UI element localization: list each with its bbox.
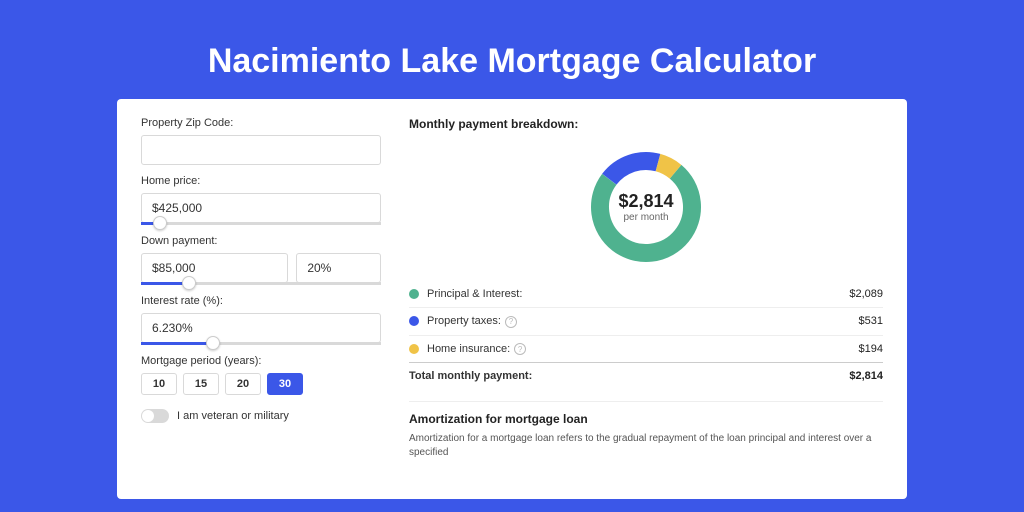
amort-title: Amortization for mortgage loan <box>409 412 883 426</box>
legend-dot-taxes <box>409 316 419 326</box>
home-price-slider[interactable] <box>141 222 381 225</box>
amort-text: Amortization for a mortgage loan refers … <box>409 432 883 460</box>
breakdown-row-taxes: Property taxes:?$531 <box>409 307 883 335</box>
total-row: Total monthly payment: $2,814 <box>409 362 883 389</box>
zip-label: Property Zip Code: <box>141 117 381 129</box>
breakdown-value-principal: $2,089 <box>849 288 883 300</box>
breakdown-label-insurance: Home insurance:? <box>427 343 859 356</box>
period-options: 10 15 20 30 <box>141 373 381 395</box>
down-payment-label: Down payment: <box>141 235 381 247</box>
rate-input[interactable] <box>141 313 381 343</box>
info-icon[interactable]: ? <box>514 343 526 355</box>
period-label: Mortgage period (years): <box>141 355 381 367</box>
amortization-section: Amortization for mortgage loan Amortizat… <box>409 401 883 460</box>
donut-center-value: $2,814 <box>618 191 673 212</box>
down-payment-slider[interactable] <box>141 282 381 285</box>
calculator-card: Property Zip Code: Home price: Down paym… <box>117 99 907 499</box>
home-price-label: Home price: <box>141 175 381 187</box>
veteran-toggle[interactable] <box>141 409 169 423</box>
breakdown-row-insurance: Home insurance:?$194 <box>409 335 883 363</box>
period-btn-15[interactable]: 15 <box>183 373 219 395</box>
breakdown-title: Monthly payment breakdown: <box>409 117 883 131</box>
home-price-input[interactable] <box>141 193 381 223</box>
donut-center-sub: per month <box>623 212 668 223</box>
down-payment-pct-input[interactable] <box>296 253 381 283</box>
rate-label: Interest rate (%): <box>141 295 381 307</box>
period-btn-20[interactable]: 20 <box>225 373 261 395</box>
period-btn-10[interactable]: 10 <box>141 373 177 395</box>
payment-donut-chart: $2,814 per month <box>586 147 706 267</box>
legend-dot-insurance <box>409 344 419 354</box>
page-title: Nacimiento Lake Mortgage Calculator <box>0 0 1024 99</box>
breakdown-row-principal: Principal & Interest:$2,089 <box>409 281 883 307</box>
down-payment-input[interactable] <box>141 253 288 283</box>
legend-dot-principal <box>409 289 419 299</box>
breakdown-value-insurance: $194 <box>859 343 883 355</box>
zip-input[interactable] <box>141 135 381 165</box>
info-icon[interactable]: ? <box>505 316 517 328</box>
breakdown-label-principal: Principal & Interest: <box>427 288 849 300</box>
veteran-label: I am veteran or military <box>177 410 289 422</box>
total-label: Total monthly payment: <box>409 370 849 382</box>
breakdown-value-taxes: $531 <box>859 315 883 327</box>
total-value: $2,814 <box>849 370 883 382</box>
breakdown-label-taxes: Property taxes:? <box>427 315 859 328</box>
rate-slider[interactable] <box>141 342 381 345</box>
period-btn-30[interactable]: 30 <box>267 373 303 395</box>
breakdown-panel: Monthly payment breakdown: $2,814 per mo… <box>409 117 883 499</box>
form-panel: Property Zip Code: Home price: Down paym… <box>141 117 381 499</box>
